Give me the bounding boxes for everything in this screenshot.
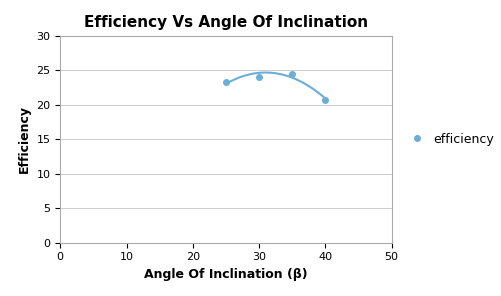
Line: efficiency: efficiency <box>222 71 328 102</box>
efficiency <box>289 72 295 75</box>
X-axis label: Angle Of Inclination (β): Angle Of Inclination (β) <box>144 268 307 281</box>
efficiency <box>322 98 328 102</box>
efficiency <box>222 81 228 84</box>
Y-axis label: Efficiency: Efficiency <box>18 105 31 173</box>
Title: Efficiency Vs Angle Of Inclination: Efficiency Vs Angle Of Inclination <box>84 15 367 30</box>
Legend: efficiency: efficiency <box>404 133 493 146</box>
efficiency <box>256 75 262 79</box>
